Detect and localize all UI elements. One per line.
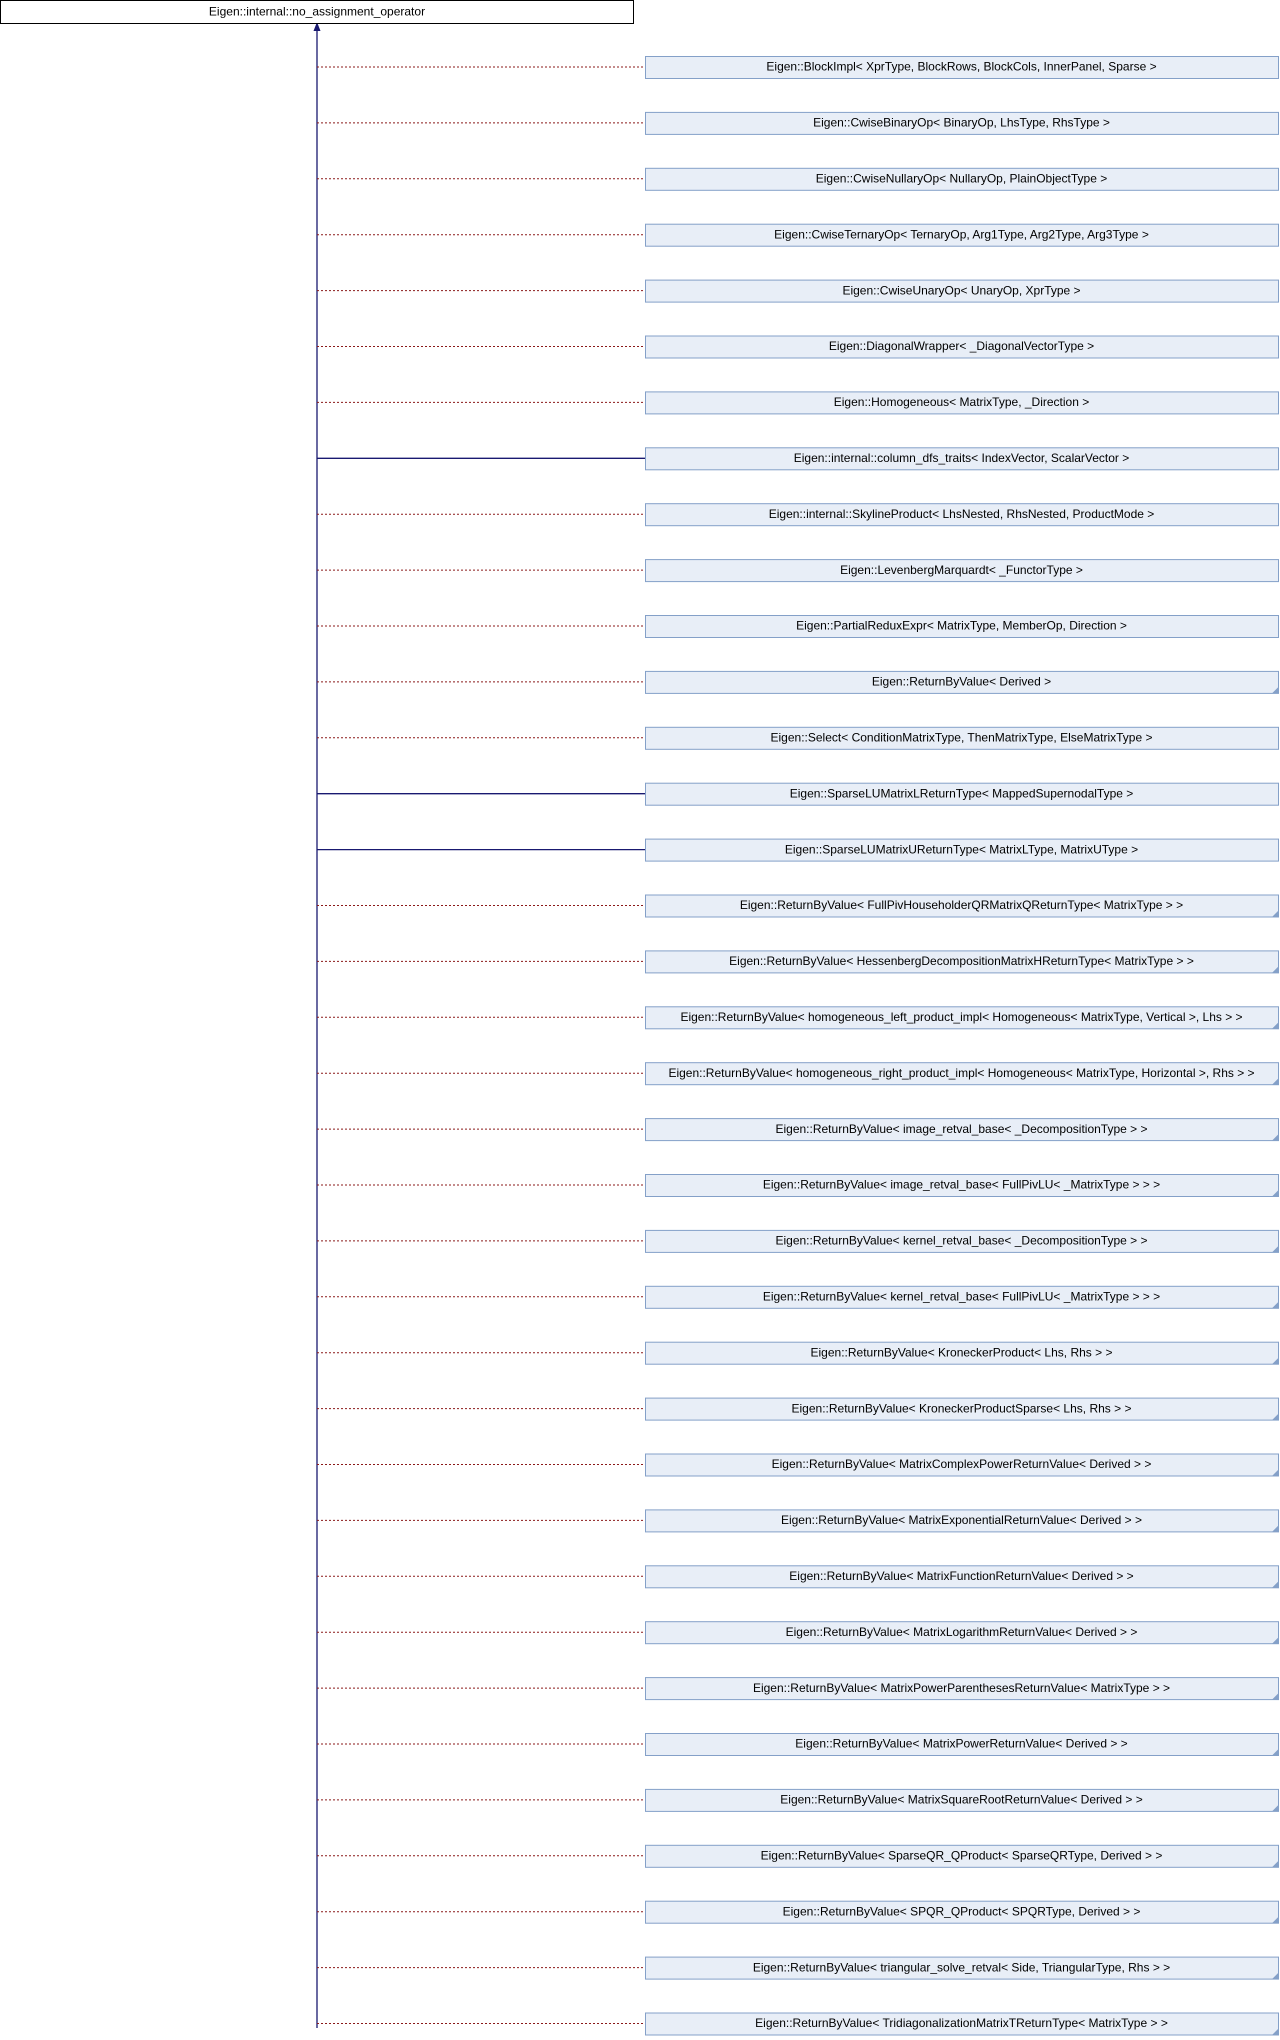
class-label[interactable]: Eigen::ReturnByValue< kernel_retval_base… — [763, 1289, 1160, 1303]
template-marker — [1272, 1357, 1279, 1365]
class-box[interactable] — [645, 1285, 1279, 1309]
class-label[interactable]: Eigen::ReturnByValue< MatrixFunctionRetu… — [789, 1569, 1133, 1583]
template-marker — [1272, 1022, 1279, 1029]
class-label[interactable]: Eigen::ReturnByValue< KroneckerProductSp… — [792, 1401, 1132, 1415]
template-marker — [1272, 686, 1279, 694]
class-box[interactable] — [645, 56, 1279, 79]
template-marker — [1272, 1134, 1279, 1141]
class-label[interactable]: Eigen::ReturnByValue< KroneckerProduct< … — [811, 1345, 1113, 1359]
template-marker — [1272, 1916, 1279, 1924]
class-box[interactable] — [645, 1118, 1279, 1142]
class-label[interactable]: Eigen::ReturnByValue< image_retval_base<… — [763, 1178, 1160, 1192]
class-label[interactable]: Eigen::ReturnByValue< MatrixComplexPower… — [772, 1457, 1152, 1471]
class-box[interactable] — [645, 1062, 1279, 1086]
template-marker — [1272, 1860, 1279, 1868]
template-marker — [1272, 1469, 1279, 1476]
class-box[interactable] — [645, 1677, 1279, 1701]
template-marker — [1272, 1078, 1279, 1085]
template-marker — [1272, 1413, 1279, 1421]
class-label[interactable]: Eigen::Homogeneous< MatrixType, _Directi… — [834, 395, 1089, 409]
template-marker — [1272, 1693, 1279, 1700]
template-marker — [1272, 2028, 1279, 2035]
class-box[interactable] — [645, 223, 1279, 247]
class-label[interactable]: Eigen::ReturnByValue< kernel_retval_base… — [775, 1234, 1147, 1248]
class-label[interactable]: Eigen::ReturnByValue< homogeneous_left_p… — [680, 1010, 1242, 1024]
class-box[interactable] — [645, 1565, 1279, 1589]
class-box[interactable] — [645, 167, 1279, 191]
class-label[interactable]: Eigen::LevenbergMarquardt< _FunctorType … — [840, 563, 1083, 577]
template-marker — [1272, 1804, 1279, 1812]
class-label[interactable]: Eigen::ReturnByValue< FullPivHouseholder… — [740, 898, 1183, 912]
class-box[interactable] — [645, 1397, 1279, 1421]
class-box[interactable] — [645, 2012, 1279, 2036]
class-box[interactable] — [645, 615, 1279, 638]
class-label[interactable]: Eigen::BlockImpl< XprType, BlockRows, Bl… — [766, 60, 1156, 74]
arrow-head — [313, 22, 321, 31]
class-box[interactable] — [645, 1341, 1279, 1365]
class-label[interactable]: Eigen::ReturnByValue< homogeneous_right_… — [668, 1066, 1254, 1080]
class-label[interactable]: Eigen::SparseLUMatrixUReturnType< Matrix… — [785, 842, 1138, 856]
class-box[interactable] — [645, 894, 1279, 918]
class-box[interactable] — [645, 279, 1279, 303]
template-marker — [1272, 1301, 1279, 1309]
class-box[interactable] — [645, 503, 1279, 527]
class-box[interactable] — [645, 1229, 1279, 1253]
class-label[interactable]: Eigen::ReturnByValue< MatrixSquareRootRe… — [780, 1793, 1142, 1807]
root-box[interactable] — [0, 0, 634, 24]
template-marker — [1272, 1749, 1279, 1756]
class-box[interactable] — [645, 1956, 1279, 1980]
class-box[interactable] — [645, 1788, 1279, 1812]
class-label[interactable]: Eigen::ReturnByValue< MatrixExponentialR… — [781, 1513, 1142, 1527]
template-marker — [1272, 1245, 1279, 1253]
class-box[interactable] — [645, 447, 1279, 471]
class-box[interactable] — [645, 335, 1279, 359]
class-label[interactable]: Eigen::ReturnByValue< MatrixPowerReturnV… — [795, 1737, 1127, 1751]
class-box[interactable] — [645, 1509, 1279, 1533]
class-box[interactable] — [645, 1733, 1279, 1756]
class-box[interactable] — [645, 391, 1279, 415]
class-label[interactable]: Eigen::internal::SkylineProduct< LhsNest… — [769, 507, 1155, 521]
template-marker — [1272, 1581, 1279, 1588]
template-marker — [1272, 1972, 1279, 1980]
template-marker — [1272, 966, 1279, 973]
class-box[interactable] — [645, 559, 1279, 583]
class-box[interactable] — [645, 1006, 1279, 1030]
class-label[interactable]: Eigen::ReturnByValue< image_retval_base<… — [775, 1122, 1147, 1136]
root-label[interactable]: Eigen::internal::no_assignment_operator — [209, 5, 425, 19]
class-label[interactable]: Eigen::CwiseUnaryOp< UnaryOp, XprType > — [842, 283, 1080, 297]
template-marker — [1272, 1190, 1279, 1197]
class-label[interactable]: Eigen::ReturnByValue< SparseQR_QProduct<… — [761, 1848, 1163, 1862]
class-box[interactable] — [645, 726, 1279, 750]
class-label[interactable]: Eigen::ReturnByValue< HessenbergDecompos… — [729, 954, 1194, 968]
class-label[interactable]: Eigen::Select< ConditionMatrixType, Then… — [771, 730, 1153, 744]
class-box[interactable] — [645, 838, 1279, 862]
class-label[interactable]: Eigen::ReturnByValue< MatrixPowerParenth… — [753, 1681, 1170, 1695]
class-box[interactable] — [645, 950, 1279, 974]
class-label[interactable]: Eigen::internal::column_dfs_traits< Inde… — [794, 451, 1130, 465]
template-marker — [1272, 1525, 1279, 1532]
class-box[interactable] — [645, 1844, 1279, 1868]
class-label[interactable]: Eigen::PartialReduxExpr< MatrixType, Mem… — [796, 619, 1127, 633]
class-label[interactable]: Eigen::SparseLUMatrixLReturnType< Mapped… — [790, 786, 1134, 800]
class-box[interactable] — [645, 111, 1279, 135]
class-box[interactable] — [645, 782, 1279, 806]
class-box[interactable] — [645, 1174, 1279, 1197]
class-label[interactable]: Eigen::CwiseTernaryOp< TernaryOp, Arg1Ty… — [774, 227, 1149, 241]
template-marker — [1272, 1637, 1279, 1644]
class-label[interactable]: Eigen::ReturnByValue< triangular_solve_r… — [753, 1960, 1170, 1974]
class-box[interactable] — [645, 1621, 1279, 1645]
class-label[interactable]: Eigen::DiagonalWrapper< _DiagonalVectorT… — [829, 339, 1094, 353]
class-box[interactable] — [645, 670, 1279, 694]
class-label[interactable]: Eigen::ReturnByValue< SPQR_QProduct< SPQ… — [783, 1904, 1141, 1918]
class-label[interactable]: Eigen::ReturnByValue< MatrixLogarithmRet… — [786, 1625, 1138, 1639]
class-label[interactable]: Eigen::ReturnByValue< Derived > — [872, 675, 1051, 689]
class-label[interactable]: Eigen::ReturnByValue< Tridiagonalization… — [755, 2016, 1168, 2030]
template-marker — [1272, 910, 1279, 917]
class-label[interactable]: Eigen::CwiseBinaryOp< BinaryOp, LhsType,… — [813, 116, 1110, 130]
class-box[interactable] — [645, 1453, 1279, 1477]
class-label[interactable]: Eigen::CwiseNullaryOp< NullaryOp, PlainO… — [816, 171, 1107, 185]
class-box[interactable] — [645, 1900, 1279, 1924]
